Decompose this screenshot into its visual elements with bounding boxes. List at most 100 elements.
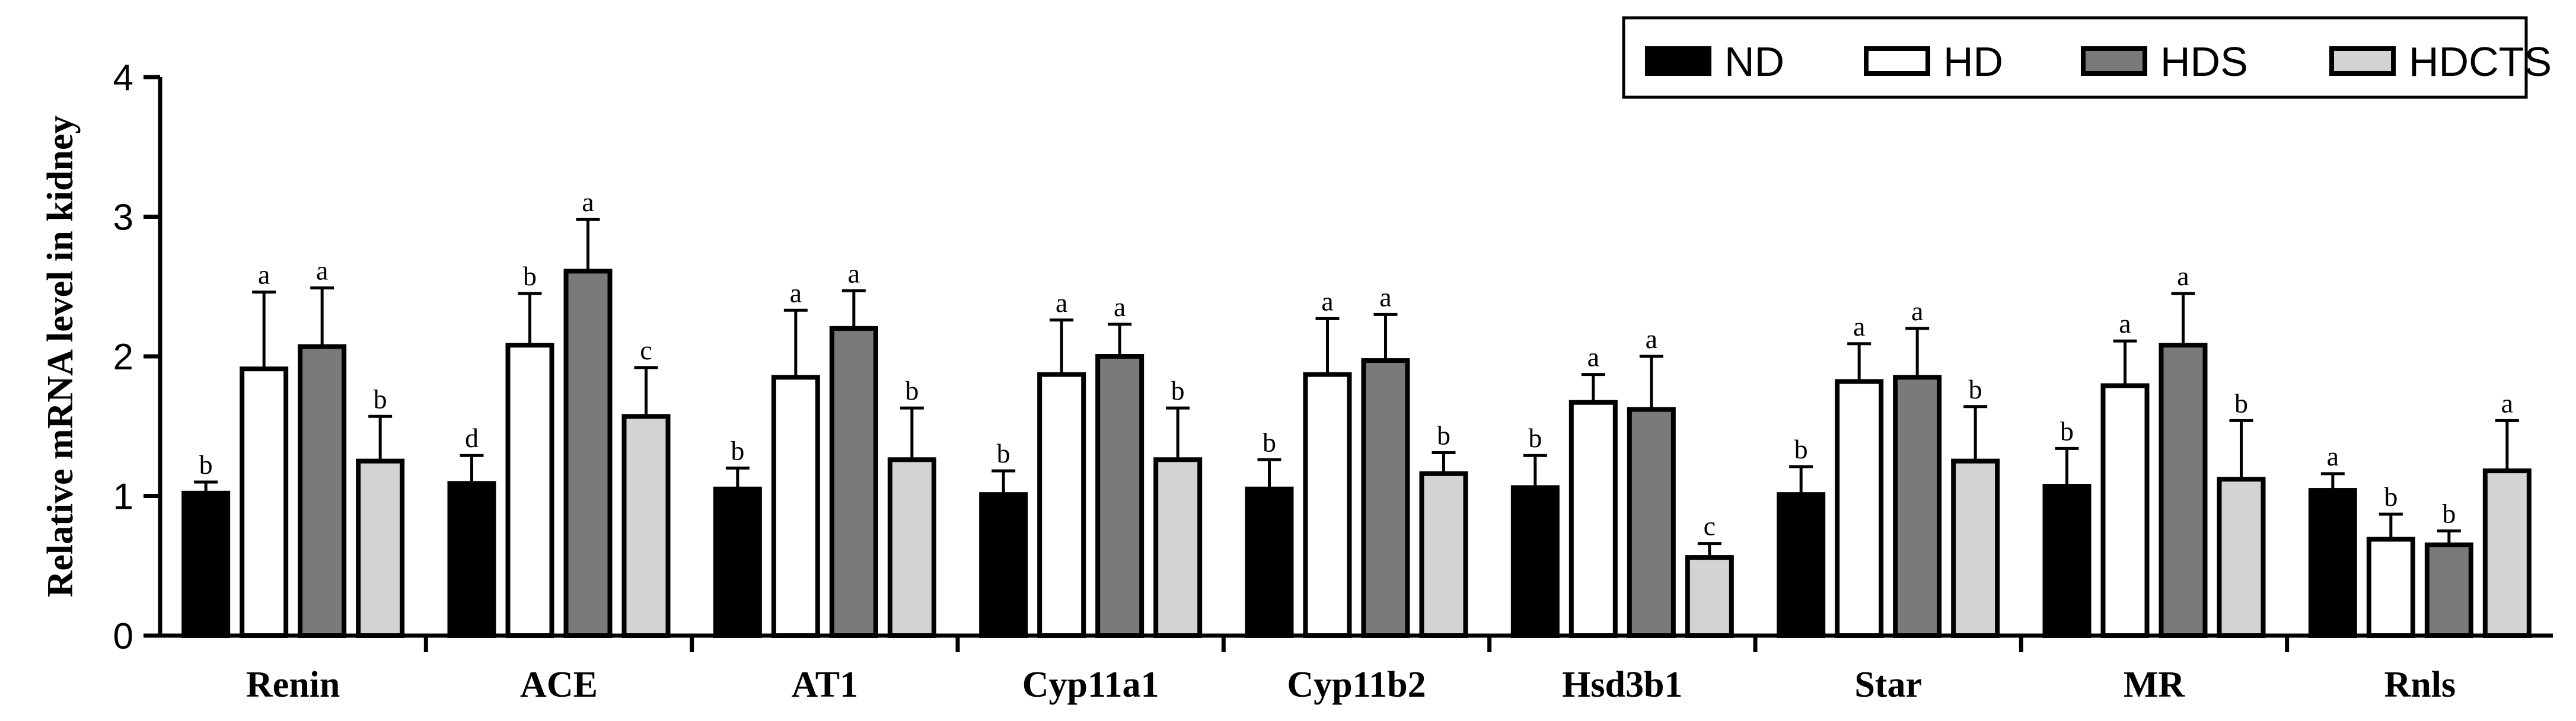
y-tick-label: 1	[113, 477, 133, 518]
y-tick-label: 3	[113, 197, 133, 238]
bar-hd-mr	[2100, 383, 2150, 639]
significance-label: a	[790, 277, 802, 308]
legend-swatch-hds	[2081, 46, 2147, 76]
legend-label-nd: ND	[1724, 39, 1784, 85]
significance-label: a	[2327, 441, 2339, 471]
significance-label: b	[523, 261, 537, 291]
bar-nd-cyp11a1	[979, 492, 1028, 639]
bar-nd-star	[1777, 492, 1826, 639]
legend-label-hd: HD	[1943, 39, 2003, 85]
bar-hds-star	[1893, 375, 1942, 638]
significance-label: b	[374, 384, 387, 414]
legend: ND HD HDS HDCTS	[1622, 16, 2552, 99]
significance-label: d	[465, 423, 479, 453]
bar-hd-at1	[771, 375, 820, 638]
legend-label-hdcts: HDCTS	[2409, 39, 2552, 85]
significance-label: a	[1911, 296, 1923, 326]
significance-label: a	[1379, 282, 1391, 312]
bar-hdcts-star	[1951, 458, 2000, 638]
bar-hds-at1	[829, 326, 878, 638]
bar-hd-renin	[240, 366, 289, 638]
legend-label-hds: HDS	[2160, 39, 2248, 85]
x-tick-label: MR	[2124, 665, 2186, 705]
x-tick-label: AT1	[792, 665, 859, 705]
bar-nd-mr	[2042, 484, 2092, 639]
bar-hdcts-renin	[356, 458, 405, 638]
x-tick-label: Rnls	[2384, 665, 2456, 705]
significance-label: a	[316, 256, 328, 286]
bar-hd-ace	[505, 343, 554, 638]
bars: b a a b d b a c b a a b b a a b b a a b b a a c b a a b b a a b a b b a	[181, 187, 2532, 639]
bar-hdcts-rnls	[2482, 468, 2532, 638]
significance-label: b	[2234, 388, 2248, 418]
bar-hd-cyp11b2	[1303, 372, 1352, 638]
significance-label: a	[258, 260, 270, 290]
bar-hds-ace	[563, 269, 613, 639]
bar-nd-hsd3b1	[1510, 485, 1560, 638]
bar-hd-cyp11a1	[1037, 372, 1086, 638]
bar-hd-hsd3b1	[1568, 400, 1618, 639]
y-tick-label: 4	[113, 58, 133, 98]
x-tick-label: ACE	[520, 665, 598, 705]
bar-hdcts-cyp11b2	[1419, 471, 1468, 638]
x-tick-label: Renin	[246, 665, 340, 705]
y-ticks: 0 1 2 3 4	[113, 58, 160, 657]
significance-label: b	[1263, 427, 1276, 457]
bar-nd-at1	[713, 486, 762, 638]
significance-label: a	[2119, 308, 2131, 339]
legend-swatch-hd	[1864, 46, 1930, 76]
bar-hdcts-hsd3b1	[1685, 555, 1734, 638]
bar-hds-renin	[298, 344, 347, 638]
bar-hds-mr	[2159, 343, 2208, 638]
bar-hdcts-cyp11a1	[1153, 457, 1203, 639]
x-tick-label: Cyp11a1	[1022, 665, 1159, 705]
legend-swatch-nd	[1645, 46, 1711, 76]
bar-nd-ace	[447, 481, 496, 638]
bar-hd-rnls	[2366, 537, 2415, 638]
significance-label: c	[640, 335, 652, 365]
significance-label: a	[2177, 261, 2189, 291]
bar-hdcts-ace	[621, 414, 671, 638]
significance-label: b	[997, 438, 1010, 468]
bar-hd-star	[1835, 379, 1884, 638]
significance-label: a	[1056, 288, 1067, 318]
significance-label: b	[1794, 434, 1808, 464]
bar-nd-cyp11b2	[1245, 486, 1294, 638]
significance-label: b	[2060, 416, 2074, 446]
significance-label: a	[2501, 388, 2513, 418]
bar-hds-cyp11a1	[1095, 354, 1144, 638]
significance-label: b	[2384, 481, 2398, 512]
significance-label: a	[848, 258, 860, 288]
significance-label: b	[731, 435, 744, 465]
x-ticks: Renin ACE AT1 Cyp11a1 Cyp11b2 Hsd3b1 Star MR Rnl…	[246, 636, 2456, 705]
significance-label: b	[1437, 420, 1450, 450]
significance-label: a	[1853, 311, 1865, 342]
significance-label: a	[1646, 324, 1657, 354]
bar-hdcts-mr	[2217, 477, 2266, 638]
significance-label: a	[582, 187, 594, 217]
x-tick-label: Cyp11b2	[1287, 665, 1426, 705]
significance-label: b	[199, 449, 213, 480]
significance-label: b	[1171, 375, 1185, 406]
x-tick-label: Hsd3b1	[1562, 665, 1682, 705]
significance-label: b	[1969, 374, 1982, 404]
y-tick-label: 2	[113, 337, 133, 378]
significance-label: b	[905, 375, 919, 406]
significance-label: c	[1704, 511, 1716, 541]
bar-nd-renin	[181, 490, 231, 638]
x-tick-label: Star	[1854, 665, 1922, 705]
bar-hds-hsd3b1	[1627, 407, 1676, 638]
bar-nd-rnls	[2308, 488, 2357, 639]
bar-hds-cyp11b2	[1361, 358, 1410, 638]
significance-label: b	[2442, 498, 2456, 528]
significance-label: a	[1321, 286, 1333, 316]
significance-label: a	[1587, 342, 1599, 372]
bar-hdcts-at1	[887, 457, 936, 639]
legend-swatch-hdcts	[2329, 46, 2396, 76]
significance-label: a	[1114, 292, 1126, 322]
significance-label: b	[1528, 423, 1542, 453]
bar-hds-rnls	[2424, 542, 2473, 638]
y-axis-label: Relative mRNA level in kidney	[40, 116, 81, 598]
